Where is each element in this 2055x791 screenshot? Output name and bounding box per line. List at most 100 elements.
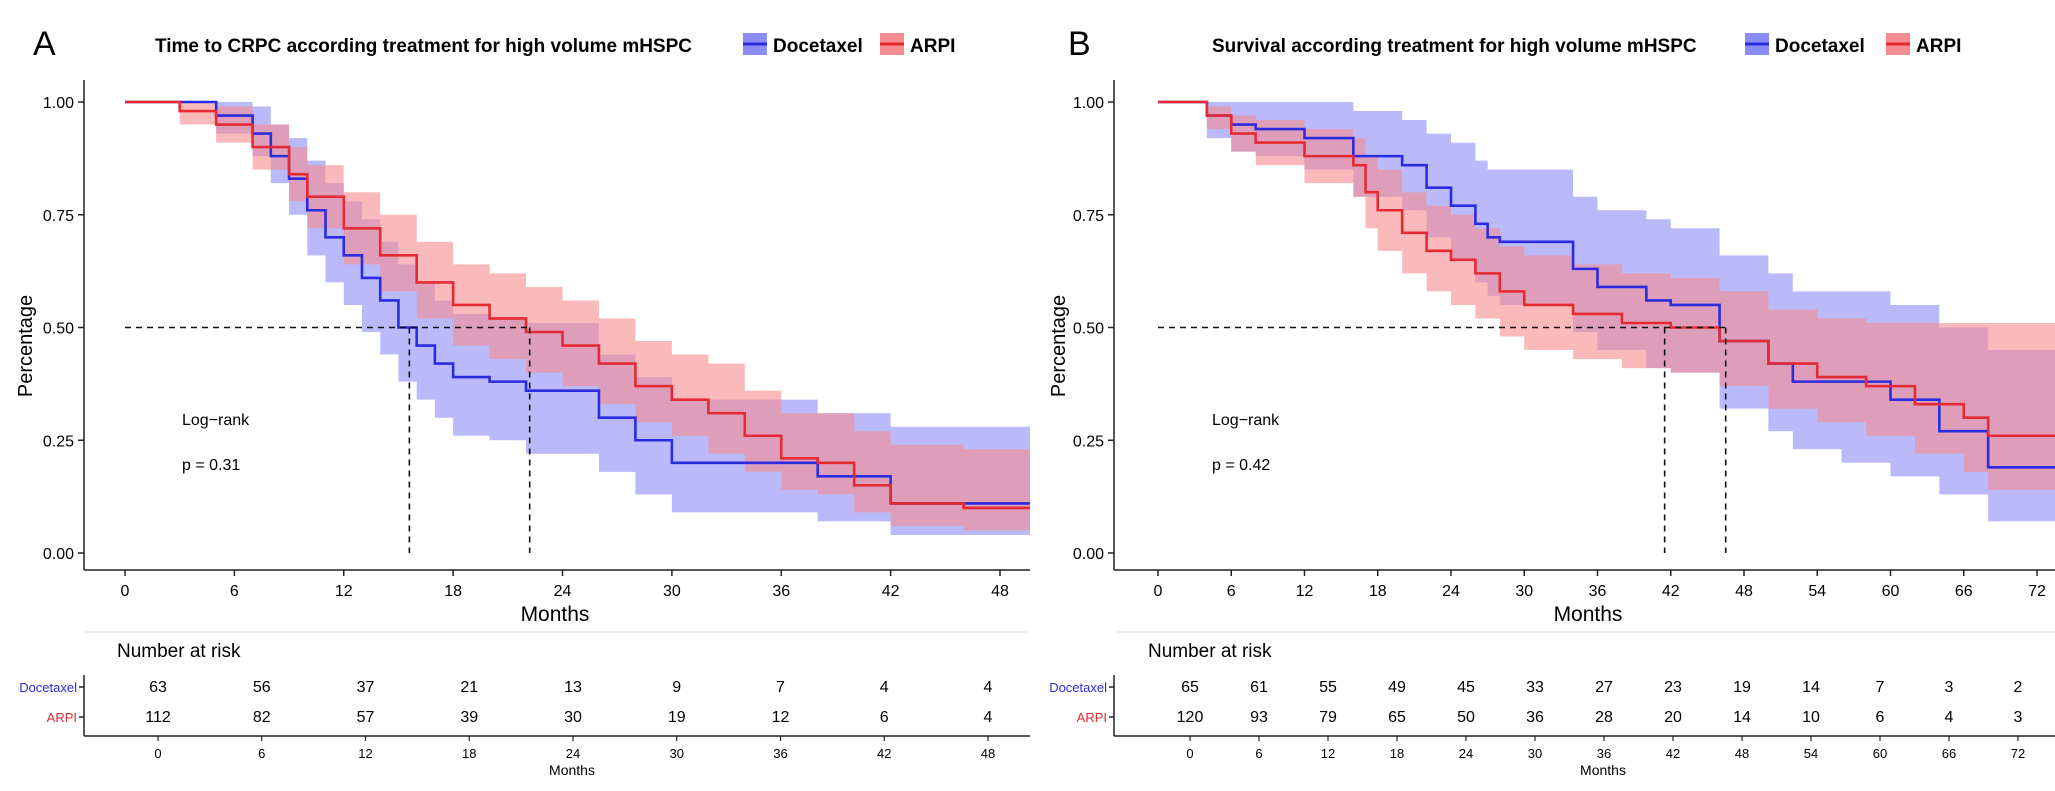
risk-row-label-docetaxel: Docetaxel [19, 680, 77, 695]
legend-label-arpi: ARPI [910, 36, 955, 57]
risk-x-tick-label: 54 [1804, 746, 1818, 761]
risk-value: 30 [564, 709, 582, 726]
x-tick-label: 48 [1735, 583, 1753, 600]
x-tick-label: 0 [121, 583, 130, 600]
logrank-label: Log−rank [182, 412, 250, 429]
y-tick-label: 0.50 [1073, 321, 1104, 338]
risk-table-title: Number at risk [1148, 641, 1272, 662]
risk-value: 4 [984, 679, 993, 696]
x-tick-label: 72 [2028, 583, 2046, 600]
risk-value: 36 [1526, 709, 1544, 726]
x-tick-label: 48 [991, 583, 1009, 600]
x-tick-label: 42 [882, 583, 900, 600]
risk-value: 37 [357, 679, 375, 696]
x-tick-label: 18 [1369, 583, 1387, 600]
x-tick-label: 66 [1955, 583, 1973, 600]
risk-value: 6 [1876, 709, 1885, 726]
x-tick-label: 24 [1442, 583, 1460, 600]
risk-value: 61 [1250, 679, 1268, 696]
y-tick-label: 0.25 [1073, 433, 1104, 450]
risk-x-tick-label: 48 [1735, 746, 1749, 761]
risk-value: 49 [1388, 679, 1406, 696]
y-tick-label: 0.00 [43, 546, 74, 563]
chart-title: Survival according treatment for high vo… [1212, 36, 1697, 57]
risk-row-label-arpi: ARPI [47, 710, 77, 725]
risk-table: Number at risk Docetaxel ARPI 63 56 37 21 13… [19, 631, 1030, 778]
x-tick-label: 12 [1296, 583, 1314, 600]
x-tick-label: 18 [444, 583, 462, 600]
risk-value: 12 [772, 709, 790, 726]
risk-x-tick-label: 48 [981, 746, 995, 761]
risk-table-title: Number at risk [117, 641, 241, 662]
x-tick-label: 54 [1808, 583, 1826, 600]
risk-value: 39 [460, 709, 478, 726]
risk-value: 82 [253, 709, 271, 726]
legend-label-docetaxel: Docetaxel [1775, 36, 1865, 57]
risk-row-label-arpi: ARPI [1077, 710, 1107, 725]
x-tick-label: 36 [772, 583, 790, 600]
risk-value: 65 [1388, 709, 1406, 726]
risk-value: 4 [1945, 709, 1954, 726]
risk-value: 7 [776, 679, 785, 696]
risk-value: 56 [253, 679, 271, 696]
risk-x-tick-label: 36 [773, 746, 787, 761]
risk-value: 33 [1526, 679, 1544, 696]
risk-values: 63 56 37 21 13 9 7 4 4 112 82 57 39 30 19 12 6 4 0 6 12 18 24 3… [145, 679, 995, 761]
risk-value: 21 [460, 679, 478, 696]
risk-x-tick-label: 18 [1390, 746, 1404, 761]
risk-x-tick-label: 0 [1186, 746, 1193, 761]
y-tick-label: 0.50 [43, 321, 74, 338]
risk-value: 55 [1319, 679, 1337, 696]
risk-value: 57 [357, 709, 375, 726]
x-axis-label: Months [521, 603, 590, 626]
risk-x-tick-label: 24 [566, 746, 580, 761]
x-tick-label: 60 [1882, 583, 1900, 600]
risk-value: 19 [1733, 679, 1751, 696]
risk-value: 28 [1595, 709, 1613, 726]
y-tick-label: 0.75 [1073, 208, 1104, 225]
risk-value: 93 [1250, 709, 1268, 726]
x-tick-label: 6 [1227, 583, 1236, 600]
chart-title: Time to CRPC according treatment for hig… [155, 36, 692, 57]
y-tick-label: 1.00 [1073, 95, 1104, 112]
legend: Docetaxel ARPI [743, 33, 955, 57]
risk-value: 63 [149, 679, 167, 696]
risk-value: 45 [1457, 679, 1475, 696]
risk-value: 14 [1802, 679, 1820, 696]
risk-value: 19 [668, 709, 686, 726]
risk-x-tick-label: 30 [670, 746, 684, 761]
risk-x-tick-label: 36 [1597, 746, 1611, 761]
risk-value: 50 [1457, 709, 1475, 726]
survival-plot: 0.00 0.25 0.50 0.75 1.00 0 6 12 18 24 30 36 42 48 54 60… [1073, 80, 2055, 600]
risk-value: 79 [1319, 709, 1337, 726]
x-tick-label: 30 [663, 583, 681, 600]
risk-value: 4 [880, 679, 889, 696]
x-tick-label: 36 [1589, 583, 1607, 600]
legend-label-arpi: ARPI [1916, 36, 1961, 57]
risk-value: 23 [1664, 679, 1682, 696]
risk-x-tick-label: 24 [1459, 746, 1473, 761]
risk-x-tick-label: 66 [1942, 746, 1956, 761]
risk-x-tick-label: 12 [358, 746, 372, 761]
panel-a: A Time to CRPC according treatment for h… [15, 25, 1030, 778]
risk-value: 6 [880, 709, 889, 726]
survival-line-arpi [125, 100, 1030, 510]
p-value-label: p = 0.31 [182, 457, 240, 474]
y-axis-label: Percentage [15, 295, 37, 397]
p-value-label: p = 0.42 [1212, 457, 1270, 474]
risk-x-tick-label: 0 [154, 746, 161, 761]
risk-x-tick-label: 42 [877, 746, 891, 761]
risk-value: 3 [1945, 679, 1954, 696]
y-tick-label: 0.25 [43, 433, 74, 450]
risk-row-label-docetaxel: Docetaxel [1049, 680, 1107, 695]
panel-letter: B [1068, 25, 1091, 63]
risk-value: 65 [1181, 679, 1199, 696]
risk-x-tick-label: 42 [1666, 746, 1680, 761]
ci-band-arpi [125, 102, 1030, 531]
risk-x-tick-label: 6 [1255, 746, 1262, 761]
risk-value: 9 [672, 679, 681, 696]
risk-value: 2 [2014, 679, 2023, 696]
y-tick-label: 1.00 [43, 95, 74, 112]
